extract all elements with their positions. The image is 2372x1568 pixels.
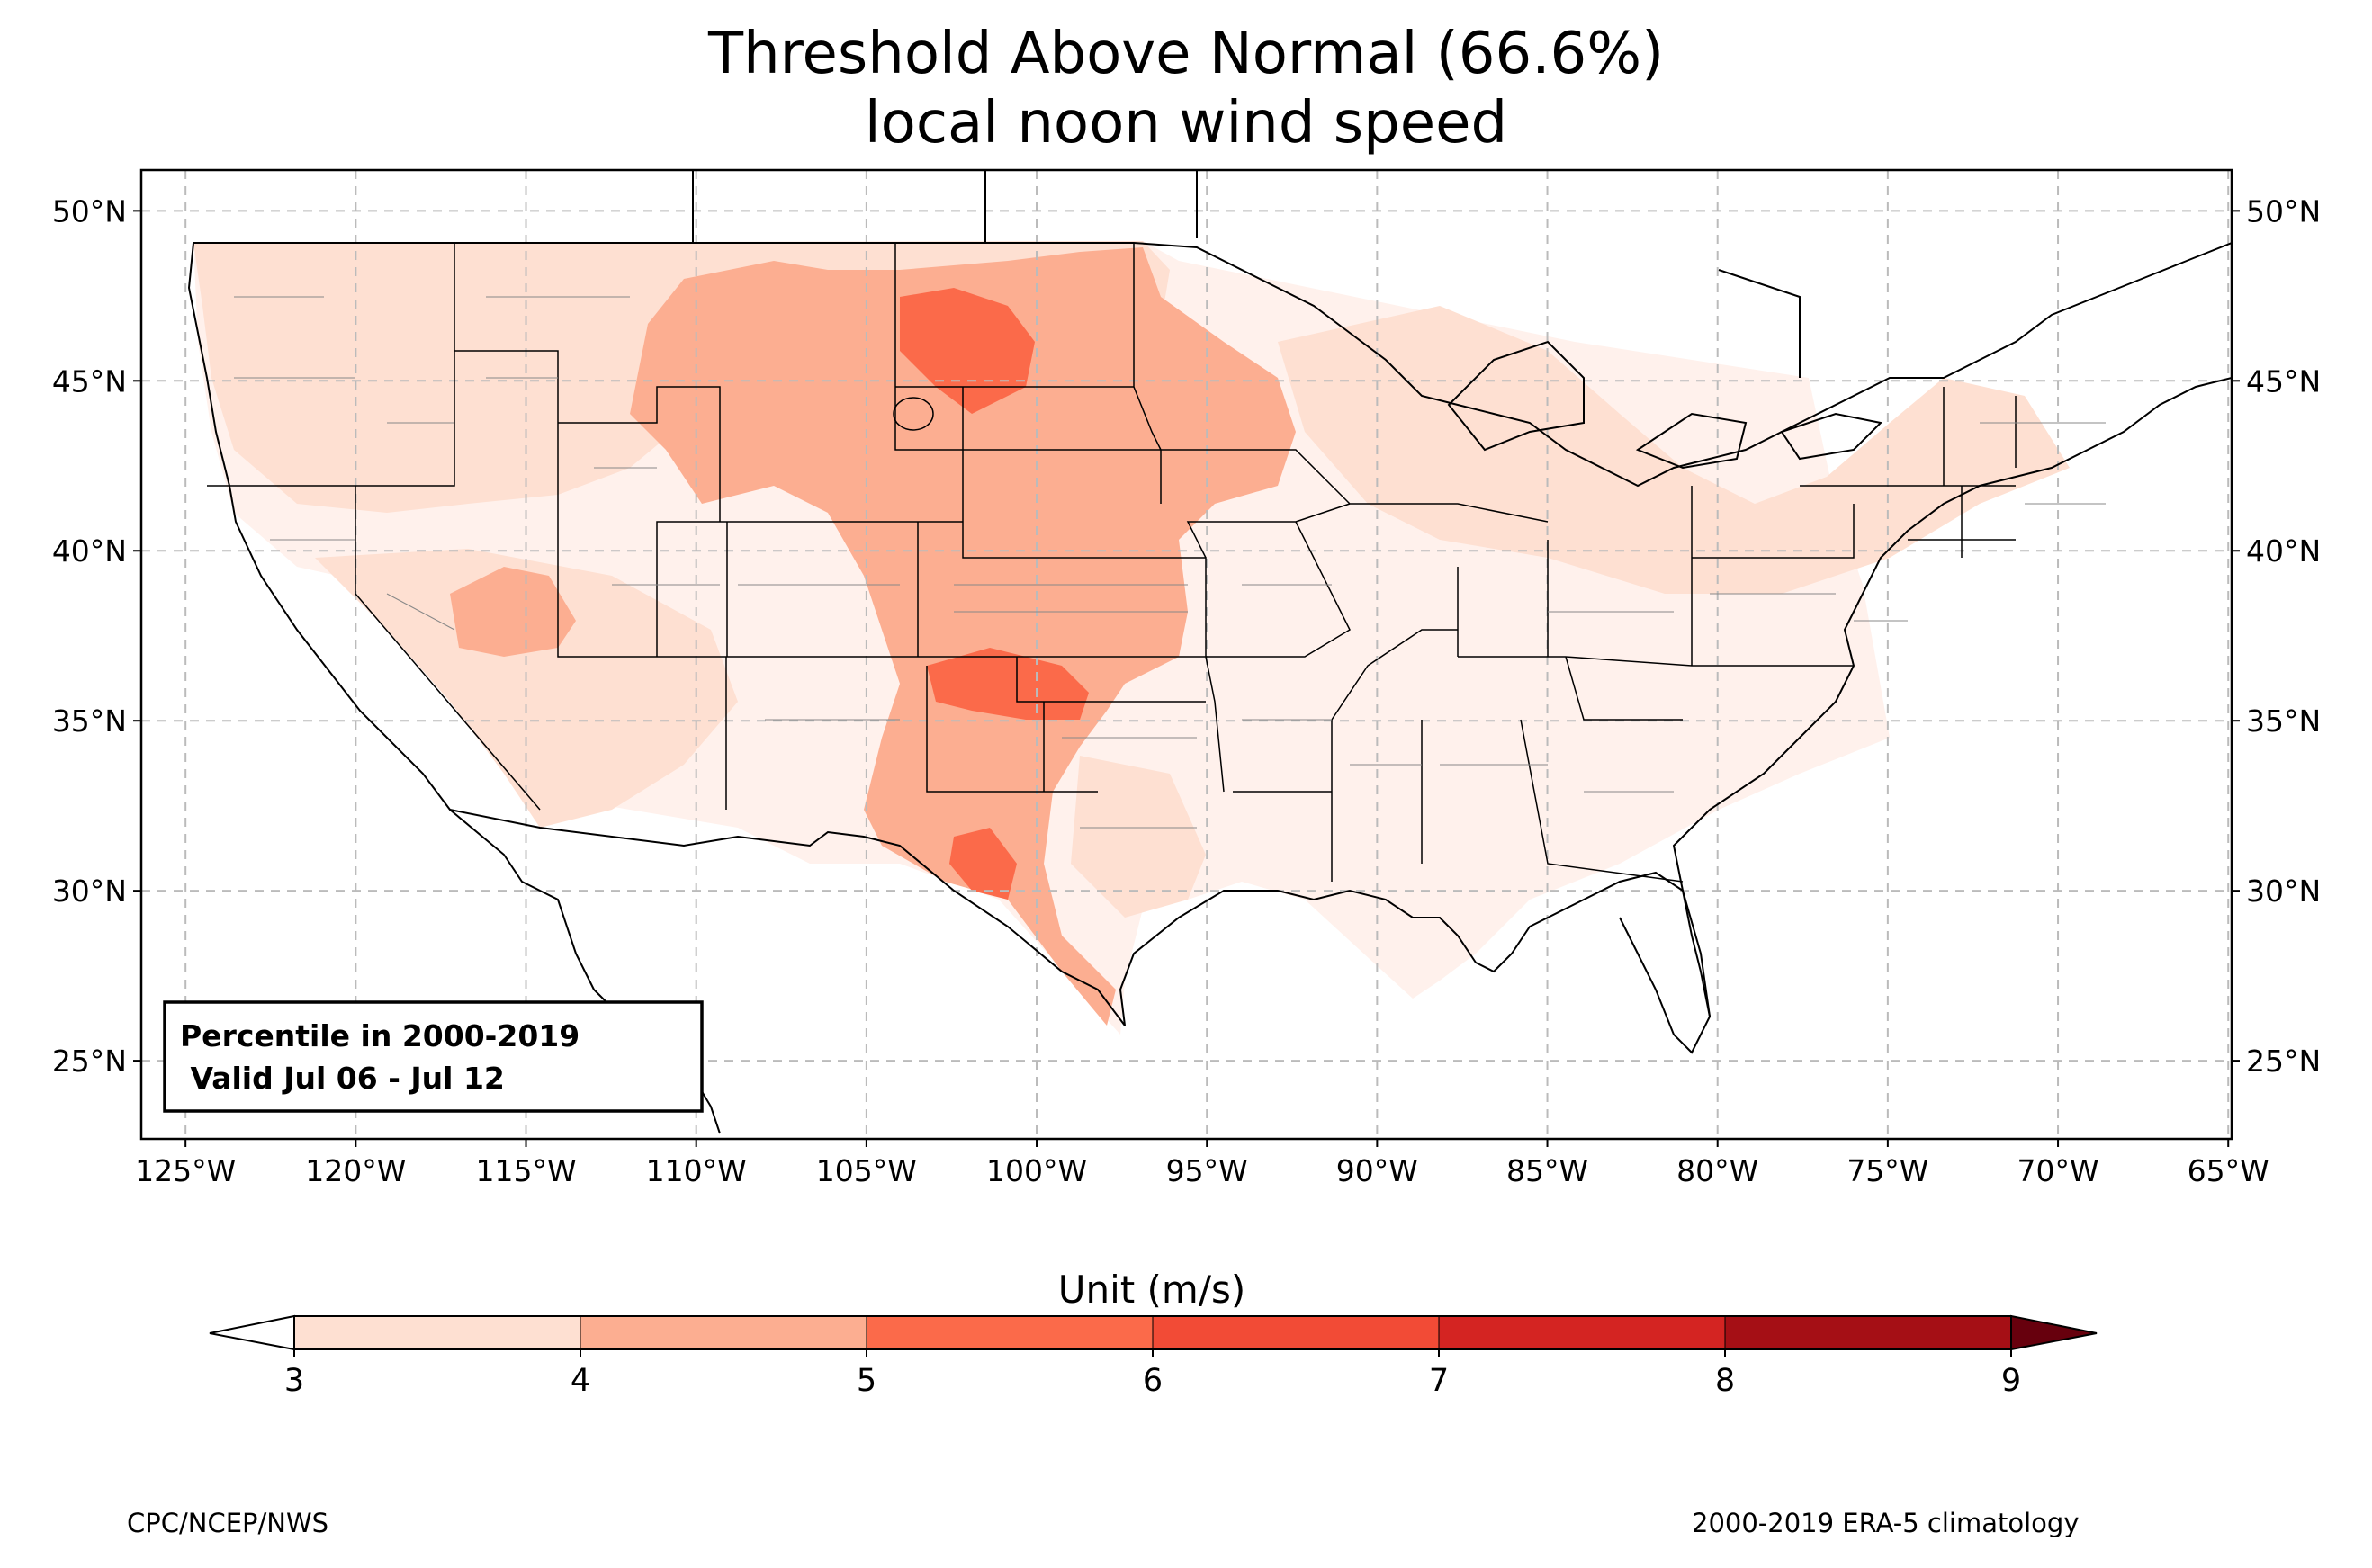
title-line-2: local noon wind speed <box>864 90 1508 157</box>
credit-left: CPC/NCEP/NWS <box>127 1508 329 1538</box>
latitude-tick-label: 30°N <box>52 874 127 909</box>
great-lakes <box>1447 340 1883 470</box>
longitude-tick-label: 120°W <box>305 1153 406 1188</box>
field-region-basin-mid <box>450 567 576 657</box>
colorbar: Unit (m/s) 3 4 5 6 7 8 9 <box>209 1268 2098 1399</box>
colorbar-segment <box>1439 1316 1726 1349</box>
colorbar-tick-label: 6 <box>1143 1363 1163 1399</box>
credit-right: 2000-2019 ERA-5 climatology <box>1692 1508 2080 1538</box>
colorbar-tick-label: 4 <box>571 1363 590 1399</box>
colorbar-segment <box>1725 1316 2012 1349</box>
latitude-tick-label: 35°N <box>52 703 127 739</box>
colorbar-ticks: 3 4 5 6 7 8 9 <box>284 1316 2021 1399</box>
field-region-plains-mid <box>630 247 1296 1026</box>
colorbar-segment <box>294 1316 581 1349</box>
longitude-tick-label: 115°W <box>475 1153 576 1188</box>
county-boundaries <box>234 296 2106 829</box>
colorbar-tick-label: 7 <box>1429 1363 1449 1399</box>
great-salt-lake <box>893 397 934 431</box>
colorbar-title: Unit (m/s) <box>1058 1268 1246 1312</box>
colorbar-segment <box>867 1316 1154 1349</box>
colorbar-tick-label: 9 <box>2001 1363 2021 1399</box>
longitude-tick-label: 95°W <box>1166 1153 1248 1188</box>
longitude-tick-label: 125°W <box>135 1153 236 1188</box>
latitude-tick-label: 25°N <box>2246 1044 2321 1079</box>
field-region-north-core <box>900 288 1035 414</box>
latitude-axis-right: 50°N 45°N 40°N 35°N 30°N 25°N <box>2232 193 2321 1079</box>
longitude-tick-label: 100°W <box>986 1153 1087 1188</box>
latitude-tick-label: 50°N <box>2246 193 2321 228</box>
longitude-tick-label: 85°W <box>1506 1153 1588 1188</box>
colorbar-extend-low <box>209 1314 295 1351</box>
latitude-tick-label: 35°N <box>2246 703 2321 739</box>
longitude-tick-label: 105°W <box>816 1153 917 1188</box>
longitude-tick-label: 90°W <box>1336 1153 1418 1188</box>
wind-speed-field <box>193 241 2070 1035</box>
longitude-tick-label: 75°W <box>1846 1153 1928 1188</box>
map-panel <box>139 168 2233 1141</box>
latitude-tick-label: 50°N <box>52 193 127 228</box>
colorbar-tick-label: 5 <box>857 1363 876 1399</box>
longitude-axis: 125°W 120°W 115°W 110°W 105°W 100°W 95°W 90°W 85… <box>135 1139 2269 1188</box>
latitude-tick-label: 40°N <box>52 533 127 569</box>
us-canada-border <box>193 242 2232 488</box>
county-boundary-lines <box>234 296 2106 829</box>
latitude-tick-label: 25°N <box>52 1044 127 1079</box>
colorbar-tick-label: 3 <box>284 1363 304 1399</box>
latitude-tick-label: 30°N <box>2246 874 2321 909</box>
us-mexico-border <box>449 809 1126 1026</box>
colorbar-segment <box>580 1316 867 1349</box>
gulf-coast <box>1119 871 1712 1054</box>
title-line-1: Threshold Above Normal (66.6%) <box>707 21 1665 87</box>
map-frame <box>139 168 2233 1141</box>
annotation-line-1: Percentile in 2000-2019 <box>180 1018 580 1053</box>
latitude-tick-label: 45°N <box>52 363 127 399</box>
colorbar-segments <box>294 1316 2012 1349</box>
latitude-tick-label: 40°N <box>2246 533 2321 569</box>
colorbar-tick-label: 8 <box>1715 1363 1735 1399</box>
longitude-tick-label: 110°W <box>646 1153 747 1188</box>
latitude-axis-left: 50°N 45°N 40°N 35°N 30°N 25°N <box>52 193 141 1079</box>
atlantic-coast <box>1672 377 2232 1017</box>
latitude-tick-label: 45°N <box>2246 363 2321 399</box>
field-region-texas-core <box>949 828 1017 900</box>
colorbar-extend-high <box>2010 1314 2098 1351</box>
period-annotation: Percentile in 2000-2019 Valid Jul 06 - J… <box>163 1000 704 1113</box>
canada-province-lines <box>692 170 1801 378</box>
field-region-southeast-light <box>1071 756 1206 918</box>
colorbar-segment <box>1153 1316 1440 1349</box>
longitude-tick-label: 65°W <box>2188 1153 2269 1188</box>
longitude-tick-label: 80°W <box>1676 1153 1758 1188</box>
longitude-tick-label: 70°W <box>2017 1153 2098 1188</box>
annotation-line-2: Valid Jul 06 - Jul 12 <box>180 1061 505 1096</box>
